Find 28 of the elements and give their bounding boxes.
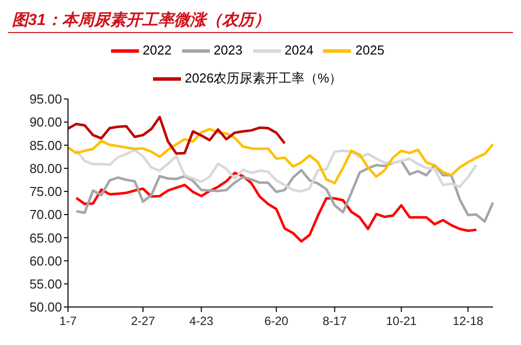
x-tick-label: 10-21 [386, 314, 417, 328]
y-tick-label: 90.00 [29, 114, 62, 130]
y-tick-label: 85.00 [29, 138, 62, 153]
legend-label: 2026农历尿素开工率（%） [184, 70, 342, 86]
line-series [75, 172, 478, 243]
line-series [75, 160, 494, 223]
legend-label: 2022 [142, 42, 172, 58]
chart-title: 图31：本周尿素开工率微涨（农历） [8, 8, 513, 33]
legend-label: 2025 [355, 42, 384, 58]
x-tick-label: 6-20 [264, 314, 289, 328]
line-series [66, 128, 494, 184]
legend-label: 2024 [284, 42, 314, 58]
x-tick-label: 12-18 [452, 314, 484, 328]
x-tick-label: 4-23 [189, 314, 214, 328]
line-series [66, 116, 286, 155]
line-series [75, 148, 478, 193]
y-tick-label: 75.00 [29, 184, 62, 200]
y-tick-label: 60.00 [29, 253, 62, 268]
x-tick-label: 2-27 [130, 314, 156, 328]
legend-label: 2023 [214, 42, 242, 58]
y-tick-label: 55.00 [29, 276, 62, 292]
x-tick-label: 8-17 [322, 314, 347, 328]
x-tick-label: 1-7 [59, 314, 77, 328]
y-tick-label: 70.00 [29, 207, 62, 222]
y-tick-label: 50.00 [29, 300, 62, 315]
y-tick-label: 80.00 [29, 160, 62, 176]
y-tick-label: 95.00 [29, 92, 62, 107]
y-tick-label: 65.00 [29, 230, 62, 246]
